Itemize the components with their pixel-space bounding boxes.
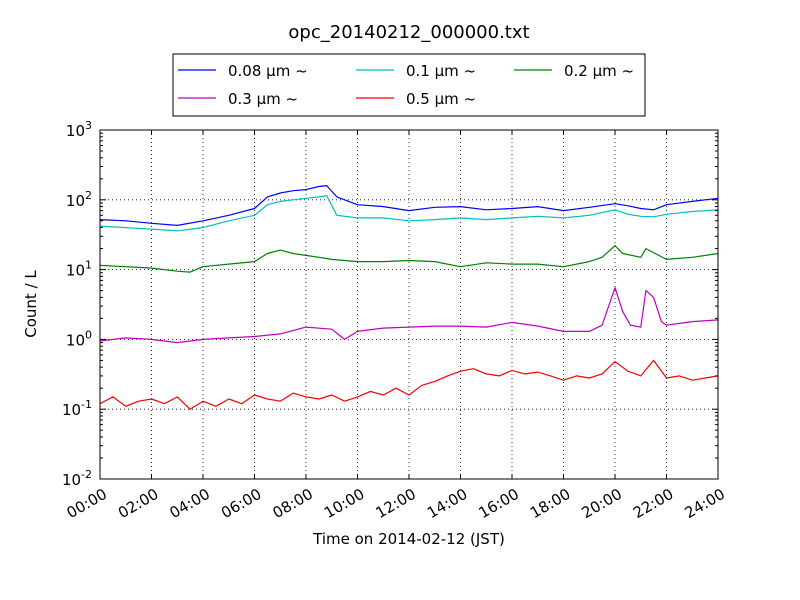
legend-label: 0.08 μm ~ — [228, 62, 308, 80]
y-tick-label: 101 — [66, 259, 92, 280]
x-tick-label: 12:00 — [373, 485, 419, 522]
x-axis-label: Time on 2014-02-12 (JST) — [312, 530, 505, 548]
y-tick-label: 100 — [66, 328, 92, 349]
x-tick-label: 10:00 — [321, 485, 367, 522]
x-tick-label: 16:00 — [476, 485, 522, 522]
x-tick-label: 08:00 — [270, 485, 316, 522]
x-tick-label: 24:00 — [682, 485, 728, 522]
x-tick-label: 14:00 — [424, 485, 470, 522]
series-line — [99, 287, 719, 344]
legend-label: 0.2 μm ~ — [564, 62, 634, 80]
series-layer — [99, 185, 719, 410]
series-line — [99, 195, 719, 232]
y-tick-label: 10-1 — [62, 398, 92, 419]
x-tick-label: 02:00 — [115, 485, 161, 522]
legend-label: 0.3 μm ~ — [228, 90, 298, 108]
chart-title: opc_20140212_000000.txt — [288, 22, 529, 43]
y-tick-label: 10-2 — [62, 468, 92, 489]
series-line — [99, 245, 719, 273]
legend: 0.08 μm ~ 0.1 μm ~ 0.2 μm ~ 0.3 μm ~ 0.5 μm … — [172, 53, 646, 117]
y-axis-label: Count / L — [22, 270, 40, 338]
x-tick-label: 20:00 — [579, 485, 625, 522]
x-tick-label: 06:00 — [218, 485, 264, 522]
series-line — [99, 359, 719, 410]
legend-label: 0.1 μm ~ — [406, 62, 476, 80]
x-tick-label: 18:00 — [527, 485, 573, 522]
y-tick-label: 102 — [66, 189, 92, 210]
series-line — [99, 185, 719, 226]
y-tick-label: 103 — [66, 119, 92, 140]
plot-area — [100, 130, 718, 479]
grid — [100, 130, 718, 479]
legend-label: 0.5 μm ~ — [406, 90, 476, 108]
x-tick-label: 22:00 — [630, 485, 676, 522]
legend-box — [172, 53, 646, 117]
x-tick-label: 04:00 — [167, 485, 213, 522]
x-tick-label: 00:00 — [64, 485, 110, 522]
